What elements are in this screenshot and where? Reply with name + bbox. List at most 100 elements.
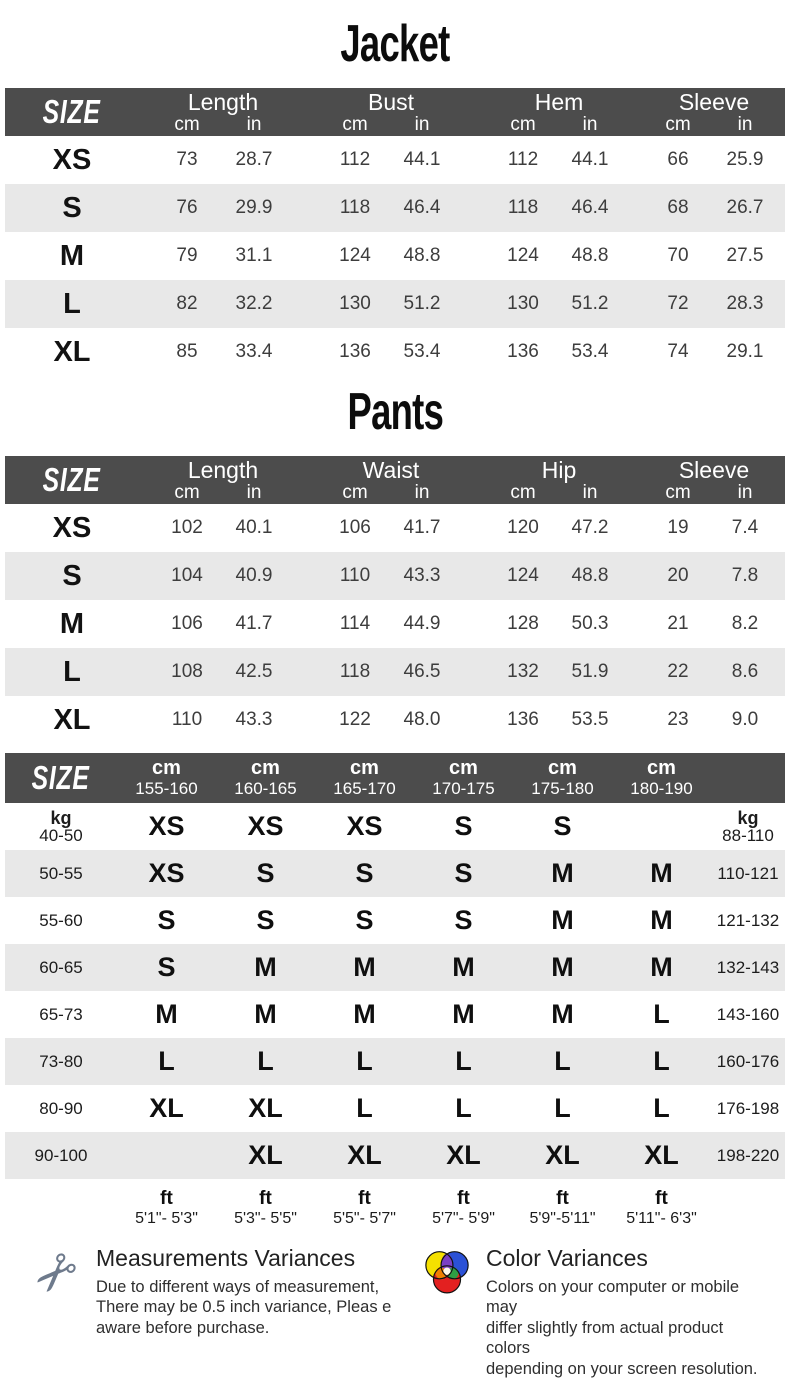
cm-value: 122 (339, 709, 371, 730)
size-value: M (254, 999, 277, 1029)
cm-unit-label: cm (449, 756, 478, 779)
sleeve-values: 22 8.6 (643, 661, 785, 683)
cm-value: 74 (667, 341, 689, 362)
weight-kg-cell: 50-55 (5, 864, 117, 883)
size-cell: XS (52, 143, 92, 176)
hip-values: 120 47.2 (475, 517, 643, 539)
in-unit-label: in (246, 482, 262, 503)
in-value: 29.1 (726, 341, 764, 362)
length-values: 79 31.1 (139, 245, 307, 267)
size-value: XS (148, 858, 185, 888)
unit-row: cm in (660, 483, 768, 502)
length-values: 110 43.3 (139, 709, 307, 731)
weight-range: 198-220 (716, 1145, 780, 1165)
size-value: M (452, 999, 475, 1029)
cm-unit-label: cm (548, 756, 577, 779)
size-value: M (650, 952, 673, 982)
cm-value: 114 (339, 613, 371, 634)
size-value: XL (248, 1093, 283, 1123)
in-value: 48.0 (403, 709, 441, 730)
weight-range: 176-198 (716, 1098, 780, 1118)
cm-value: 20 (667, 565, 689, 586)
ft-range: 5'7"- 5'9" (432, 1210, 495, 1227)
cm-value: 136 (339, 341, 371, 362)
weight-range: 121-132 (716, 910, 780, 930)
note-body: Colors on your computer or mobile may di… (486, 1278, 758, 1378)
weight-kg-cell: 80-90 (5, 1098, 117, 1118)
in-unit-label: in (737, 114, 753, 135)
group-label: Sleeve (678, 89, 750, 115)
height-ft-cell: ft 5'7"- 5'9" (414, 1188, 513, 1228)
size-value: M (155, 999, 178, 1029)
note-title: Measurements Variances (96, 1245, 356, 1271)
pants-table: SIZE Length cm in Waist cm in Hip cm in Sle… (5, 456, 785, 744)
in-value: 53.5 (571, 709, 609, 730)
cm-value: 108 (171, 661, 203, 682)
unit-row: cm in (505, 115, 613, 134)
length-values: 76 29.9 (139, 197, 307, 219)
ft-range: 5'5"- 5'7" (333, 1210, 396, 1227)
color-variances-note: Color Variances Colors on your computer … (416, 1243, 764, 1379)
weight-lb-cell: kg 88-110 (711, 809, 785, 845)
cm-value: 124 (507, 565, 539, 586)
weight-range: 90-100 (34, 1145, 88, 1165)
in-value: 25.9 (726, 149, 764, 170)
in-value: 46.4 (571, 197, 609, 218)
size-value: L (257, 1046, 274, 1076)
scissors-icon: ✂ (21, 1239, 93, 1311)
size-value: L (653, 999, 670, 1029)
size-value: S (454, 858, 473, 888)
cm-unit-label: cm (510, 482, 536, 503)
table-row: L 82 32.2 130 51.2 130 51.2 72 28.3 (5, 280, 785, 328)
size-value: L (158, 1046, 175, 1076)
note-title: Color Variances (486, 1245, 648, 1271)
size-label: SIZE (31, 759, 91, 796)
cm-value: 132 (507, 661, 539, 682)
ft-range: 5'11"- 6'3" (626, 1210, 697, 1227)
cm-value: 21 (667, 613, 689, 634)
size-value: M (254, 952, 277, 982)
in-value: 7.8 (731, 565, 759, 586)
height-range: 175-180 (531, 778, 594, 798)
in-value: 53.4 (571, 341, 609, 362)
pants-title-text: Pants (347, 383, 443, 441)
table-row: XS 102 40.1 106 41.7 120 47.2 19 7.4 (5, 504, 785, 552)
in-value: 48.8 (571, 245, 609, 266)
weight-lb-cell: 132-143 (711, 958, 785, 977)
cm-unit-label: cm (174, 482, 200, 503)
ft-unit-label: ft (259, 1188, 272, 1209)
matrix-row: 73-80 L L L L L L 160-176 (5, 1038, 785, 1085)
size-cell: M (59, 607, 85, 640)
cm-value: 110 (171, 709, 203, 730)
cm-value: 70 (667, 245, 689, 266)
cm-value: 112 (339, 149, 371, 170)
height-column-header: cm 160-165 (216, 753, 315, 803)
waist-values: 106 41.7 (307, 517, 475, 539)
table-row: S 104 40.9 110 43.3 124 48.8 20 7.8 (5, 552, 785, 600)
hem-values: 130 51.2 (475, 293, 643, 315)
weight-kg-cell: kg 40-50 (5, 809, 117, 845)
in-value: 28.3 (726, 293, 764, 314)
jacket-table: SIZE Length cm in Bust cm in Hem cm in Slee… (5, 88, 785, 376)
in-value: 8.2 (731, 613, 759, 634)
ft-unit-label: ft (358, 1188, 371, 1209)
matrix-row: 80-90 XL XL L L L L 176-198 (5, 1085, 785, 1132)
matrix-row: 55-60 S S S S M M 121-132 (5, 897, 785, 944)
weight-range: 73-80 (39, 1051, 83, 1071)
height-column-header: cm 170-175 (414, 753, 513, 803)
matrix-row: 60-65 S M M M M M 132-143 (5, 944, 785, 991)
jacket-title: Jacket (0, 16, 790, 74)
size-matrix-table: SIZE cm 155-160 cm 160-165 cm 165-170 cm 170… (5, 753, 785, 1237)
size-value: XS (346, 811, 383, 841)
waist-values: 110 43.3 (307, 565, 475, 587)
pants-title: Pants (0, 384, 790, 442)
table-row: M 79 31.1 124 48.8 124 48.8 70 27.5 (5, 232, 785, 280)
weight-range: 40-50 (39, 825, 83, 845)
hem-values: 118 46.4 (475, 197, 643, 219)
bust-values: 112 44.1 (307, 149, 475, 171)
table-row: XS 73 28.7 112 44.1 112 44.1 66 25.9 (5, 136, 785, 184)
size-value: XS (247, 811, 284, 841)
hem-values: 136 53.4 (475, 341, 643, 363)
waist-values: 122 48.0 (307, 709, 475, 731)
weight-range: 80-90 (39, 1098, 83, 1118)
